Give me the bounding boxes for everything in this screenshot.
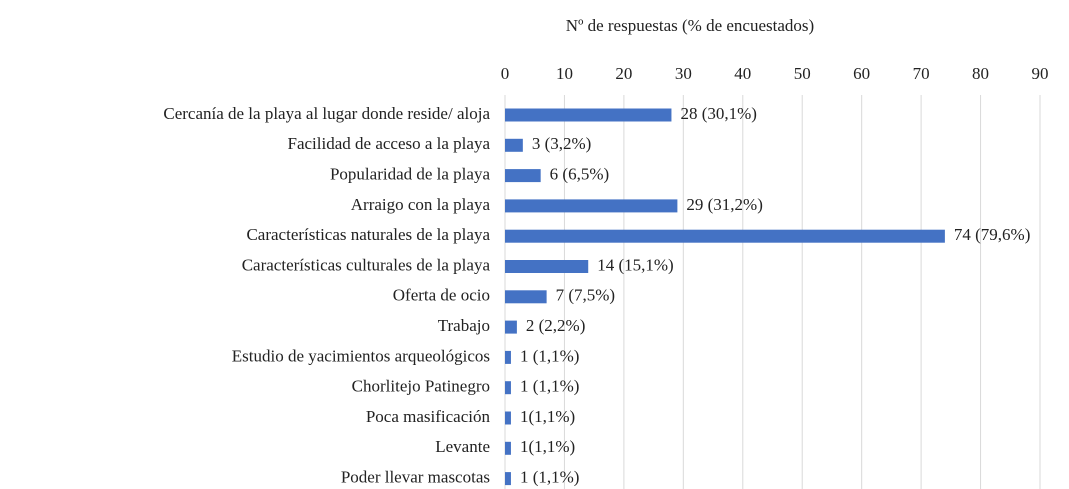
value-label: 1 (1,1%): [520, 377, 579, 396]
x-tick-label: 0: [501, 64, 510, 83]
bar: [505, 199, 678, 213]
value-label: 6 (6,5%): [550, 165, 609, 184]
category-label: Arraigo con la playa: [351, 195, 491, 214]
category-label: Cercanía de la playa al lugar donde resi…: [163, 104, 490, 123]
category-label: Poca masificación: [366, 407, 491, 426]
bar: [505, 320, 517, 334]
category-label: Características naturales de la playa: [246, 225, 490, 244]
x-tick-label: 10: [556, 64, 573, 83]
bar: [505, 290, 547, 304]
bar: [505, 350, 511, 364]
axis-title: Nº de respuestas (% de encuestados): [566, 16, 814, 35]
category-label: Poder llevar mascotas: [341, 468, 490, 487]
x-tick-label: 70: [913, 64, 930, 83]
value-label: 1 (1,1%): [520, 468, 579, 487]
value-label: 28 (30,1%): [680, 104, 756, 123]
value-label: 14 (15,1%): [597, 255, 673, 274]
value-label: 74 (79,6%): [954, 225, 1030, 244]
category-label: Oferta de ocio: [393, 286, 490, 305]
x-tick-label: 20: [615, 64, 632, 83]
bar: [505, 381, 511, 395]
value-label: 3 (3,2%): [532, 134, 591, 153]
value-label: 1 (1,1%): [520, 346, 579, 365]
bar: [505, 108, 672, 122]
x-tick-label: 40: [734, 64, 751, 83]
x-tick-label: 90: [1032, 64, 1049, 83]
category-label: Características culturales de la playa: [242, 255, 491, 274]
bar: [505, 441, 511, 455]
category-label: Estudio de yacimientos arqueológicos: [232, 346, 490, 365]
value-label: 2 (2,2%): [526, 316, 585, 335]
category-label: Trabajo: [438, 316, 490, 335]
bar: [505, 411, 511, 425]
bar: [505, 169, 541, 183]
value-label: 1(1,1%): [520, 407, 575, 426]
value-label: 29 (31,2%): [686, 195, 762, 214]
bar: [505, 229, 945, 243]
bar: [505, 260, 589, 273]
category-label: Popularidad de la playa: [330, 165, 490, 184]
bar: [505, 138, 523, 152]
x-tick-label: 60: [853, 64, 870, 83]
category-label: Levante: [435, 437, 490, 456]
x-tick-label: 50: [794, 64, 811, 83]
x-tick-label: 80: [972, 64, 989, 83]
category-label: Facilidad de acceso a la playa: [288, 134, 491, 153]
x-tick-label: 30: [675, 64, 692, 83]
value-label: 1(1,1%): [520, 437, 575, 456]
bar: [505, 472, 511, 486]
value-label: 7 (7,5%): [556, 286, 615, 305]
category-label: Chorlitejo Patinegro: [352, 377, 490, 396]
